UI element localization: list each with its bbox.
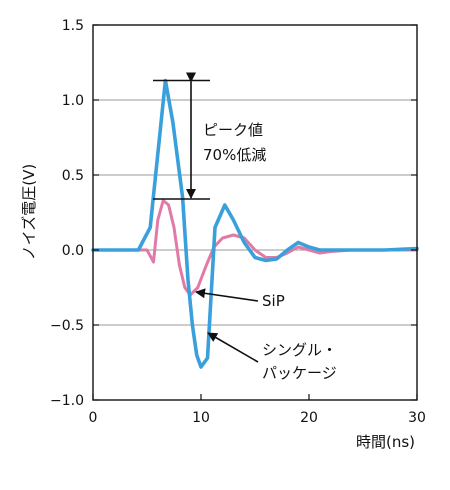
sip-leader-arrow (195, 288, 259, 302)
plot-frame (92, 24, 418, 401)
series-line-sip (91, 199, 419, 297)
single-package-label-line1: シングル・ (262, 341, 337, 359)
tick-layer: 1.5 1.0 0.5 0.0 −0.5 −1.0 0 10 20 30 (50, 18, 426, 426)
y-tick-label: −1.0 (50, 393, 84, 409)
x-tick-label: 0 (89, 410, 98, 426)
x-tick-label: 10 (192, 410, 210, 426)
annotation-layer: ピーク値 70%低減 SiP シングル・ パッケージ (153, 72, 337, 382)
single-package-leader-arrow (207, 332, 259, 363)
y-tick-label: −0.5 (50, 318, 84, 334)
x-tick-label: 20 (300, 410, 318, 426)
x-tick-label: 30 (408, 410, 426, 426)
y-tick-label: 0.5 (62, 168, 84, 184)
x-axis-label: 時間(ns) (356, 433, 415, 451)
single-package-label-line2: パッケージ (262, 364, 337, 382)
y-tick-label: 1.5 (62, 18, 84, 34)
y-tick-label: 0.0 (62, 243, 84, 259)
sip-label: SiP (262, 292, 285, 310)
y-axis-label: ノイズ電圧(V) (20, 164, 38, 261)
series-line-single-package (91, 78, 419, 369)
peak-annotation-line1: ピーク値 (203, 121, 263, 139)
y-tick-label: 1.0 (62, 93, 84, 109)
peak-annotation-line2: 70%低減 (203, 146, 266, 164)
series-layer (91, 78, 419, 369)
